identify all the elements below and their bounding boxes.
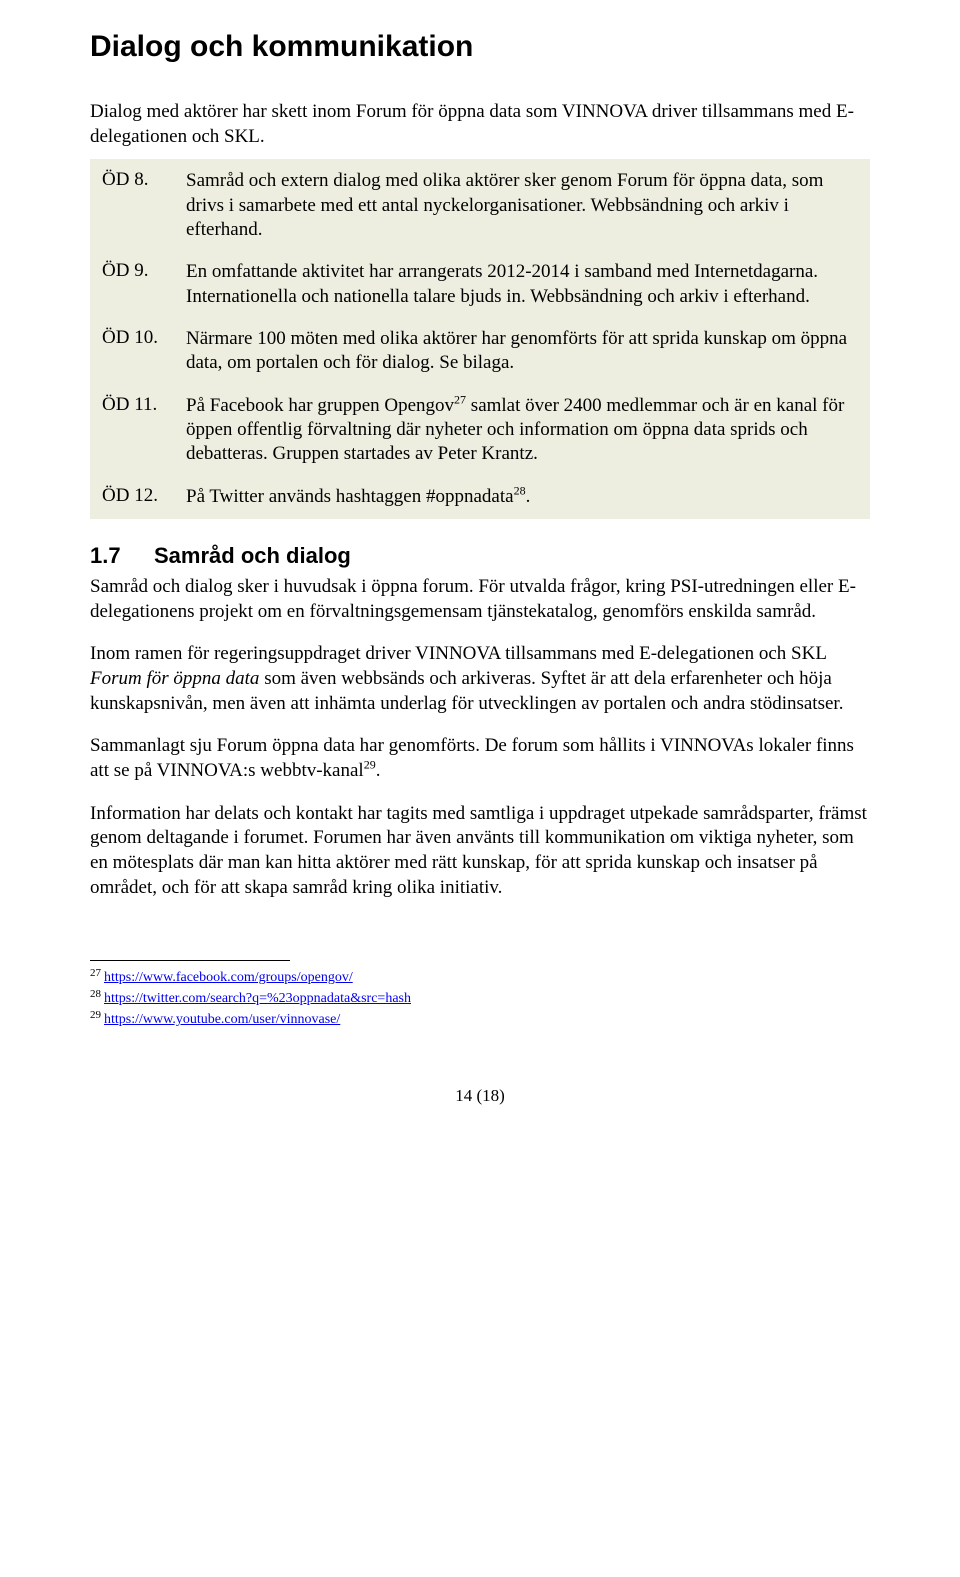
body-paragraph: Samråd och dialog sker i huvudsak i öppn… <box>90 575 870 624</box>
footnote-number: 29 <box>90 1009 101 1021</box>
text-pre: Sammanlagt sju Forum öppna data har geno… <box>90 735 854 781</box>
body-paragraph: Information har delats och kontakt har t… <box>90 802 870 901</box>
box-row: ÖD 11. På Facebook har gruppen Opengov27… <box>102 394 858 467</box>
body-paragraph: Inom ramen för regeringsuppdraget driver… <box>90 642 870 716</box>
item-text: Samråd och extern dialog med olika aktör… <box>186 169 858 242</box>
text-pre: Inom ramen för regeringsuppdraget driver… <box>90 643 826 664</box>
text-pre: På Facebook har gruppen Opengov <box>186 395 454 416</box>
footnote-ref: 27 <box>454 392 466 406</box>
item-text: På Facebook har gruppen Opengov27 samlat… <box>186 394 858 467</box>
footnote-number: 28 <box>90 988 101 1000</box>
document-page: Dialog och kommunikation Dialog med aktö… <box>0 0 960 1146</box>
page-title: Dialog och kommunikation <box>90 30 870 64</box>
footnote: 28https://twitter.com/search?q=%23oppnad… <box>90 988 870 1009</box>
section-heading: 1.7Samråd och dialog <box>90 543 870 569</box>
box-row: ÖD 9. En omfattande aktivitet har arrang… <box>102 260 858 309</box>
box-row: ÖD 10. Närmare 100 möten med olika aktör… <box>102 327 858 376</box>
body-paragraph: Sammanlagt sju Forum öppna data har geno… <box>90 734 870 783</box>
item-text: På Twitter används hashtaggen #oppnadata… <box>186 485 858 509</box>
footnote: 27https://www.facebook.com/groups/opengo… <box>90 967 870 988</box>
footnote-link[interactable]: https://www.facebook.com/groups/opengov/ <box>104 970 353 985</box>
text-post: . <box>526 486 531 507</box>
footnote-ref: 28 <box>514 483 526 497</box>
footnote: 29https://www.youtube.com/user/vinnovase… <box>90 1009 870 1030</box>
footnote-separator <box>90 960 290 961</box>
page-number: 14 (18) <box>90 1086 870 1106</box>
highlight-box: ÖD 8. Samråd och extern dialog med olika… <box>90 159 870 518</box>
footnote-link[interactable]: https://twitter.com/search?q=%23oppnadat… <box>104 991 411 1006</box>
item-text: En omfattande aktivitet har arrangerats … <box>186 260 858 309</box>
item-label: ÖD 12. <box>102 485 186 509</box>
item-label: ÖD 8. <box>102 169 186 242</box>
box-row: ÖD 12. På Twitter används hashtaggen #op… <box>102 485 858 509</box>
box-row: ÖD 8. Samråd och extern dialog med olika… <box>102 169 858 242</box>
footnote-ref: 29 <box>364 758 376 772</box>
item-label: ÖD 9. <box>102 260 186 309</box>
item-label: ÖD 11. <box>102 394 186 467</box>
section-number: 1.7 <box>90 543 154 569</box>
section-title: Samråd och dialog <box>154 543 351 568</box>
intro-paragraph: Dialog med aktörer har skett inom Forum … <box>90 100 870 149</box>
item-label: ÖD 10. <box>102 327 186 376</box>
footnote-number: 27 <box>90 967 101 979</box>
italic-text: Forum för öppna data <box>90 668 259 689</box>
text-pre: På Twitter används hashtaggen #oppnadata <box>186 486 514 507</box>
footnote-link[interactable]: https://www.youtube.com/user/vinnovase/ <box>104 1012 340 1027</box>
text-post: . <box>376 760 381 781</box>
item-text: Närmare 100 möten med olika aktörer har … <box>186 327 858 376</box>
